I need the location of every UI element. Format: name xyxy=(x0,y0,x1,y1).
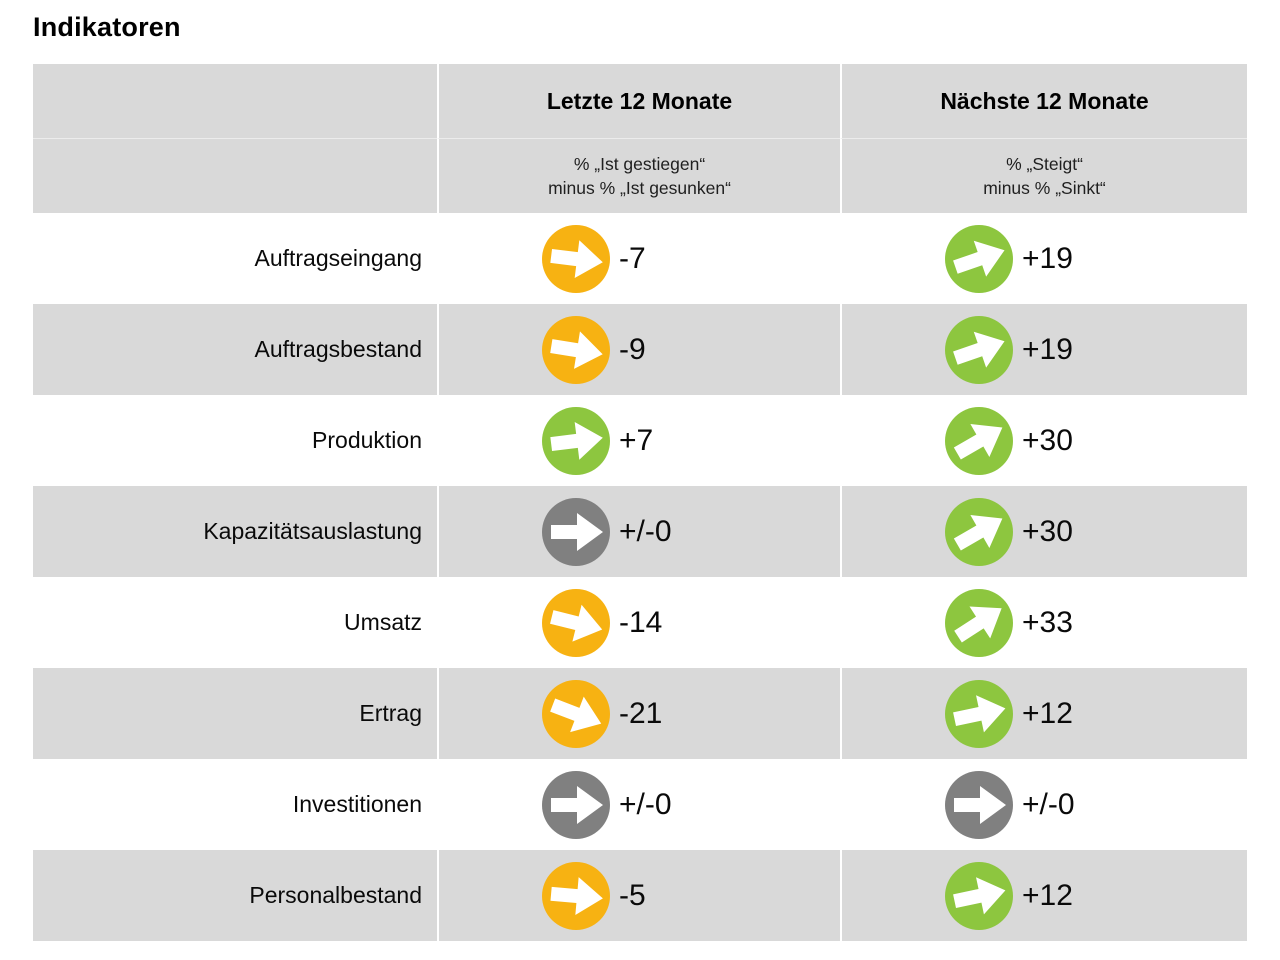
table-subheader-row: % „Ist gestiegen“ minus % „Ist gesunken“… xyxy=(33,139,1247,213)
trend-arrow-icon xyxy=(945,497,1013,566)
table-row: Investitionen +/-0 +/-0 xyxy=(33,759,1247,850)
last-12-months-value: +/-0 xyxy=(619,787,672,821)
last-12-months-cell: -7 xyxy=(437,213,840,304)
last-12-months-value: -5 xyxy=(619,878,646,912)
last-12-months-cell: -21 xyxy=(437,668,840,759)
trend-arrow-icon xyxy=(542,224,610,293)
table-row: Auftragsbestand -9 +19 xyxy=(33,304,1247,395)
next-12-months-value: +33 xyxy=(1022,605,1073,639)
subheader-line-1: % „Steigt“ xyxy=(1006,153,1083,174)
trend-arrow-icon xyxy=(945,770,1013,839)
trend-arrow-icon xyxy=(945,406,1013,475)
trend-arrow-icon xyxy=(542,588,610,657)
indicators-table: Letzte 12 Monate Nächste 12 Monate % „Is… xyxy=(33,64,1247,941)
table-body: Auftragseingang -7 +19 Auftragsbestand -… xyxy=(33,213,1247,941)
page-title: Indikatoren xyxy=(33,12,181,42)
next-12-months-value: +12 xyxy=(1022,878,1073,912)
row-label: Auftragseingang xyxy=(33,213,437,304)
table-row: Kapazitätsauslastung +/-0 +30 xyxy=(33,486,1247,577)
trend-arrow-icon xyxy=(542,861,610,930)
next-12-months-value: +12 xyxy=(1022,696,1073,730)
table-row: Umsatz -14 +33 xyxy=(33,577,1247,668)
next-12-months-cell: +19 xyxy=(840,213,1247,304)
table-row: Produktion +7 +30 xyxy=(33,395,1247,486)
subheader-line-2: minus % „Ist gesunken“ xyxy=(548,178,731,198)
next-12-months-value: +/-0 xyxy=(1022,787,1075,821)
row-label: Ertrag xyxy=(33,668,437,759)
trend-arrow-icon xyxy=(945,588,1013,657)
table-row: Auftragseingang -7 +19 xyxy=(33,213,1247,304)
next-12-months-value: +30 xyxy=(1022,423,1073,457)
last-12-months-cell: -14 xyxy=(437,577,840,668)
next-12-months-cell: +19 xyxy=(840,304,1247,395)
last-12-months-cell: +/-0 xyxy=(437,486,840,577)
last-12-months-value: -14 xyxy=(619,605,663,639)
subheader-empty-cell xyxy=(33,139,437,213)
row-label: Umsatz xyxy=(33,577,437,668)
table-row: Personalbestand -5 +12 xyxy=(33,850,1247,941)
row-label: Personalbestand xyxy=(33,850,437,941)
trend-arrow-icon xyxy=(542,406,610,475)
last-12-months-cell: +/-0 xyxy=(437,759,840,850)
column-header-last-12-months: Letzte 12 Monate xyxy=(437,64,840,139)
trend-arrow-icon xyxy=(542,679,610,748)
trend-arrow-icon xyxy=(542,497,610,566)
trend-arrow-icon xyxy=(945,224,1013,293)
row-label: Auftragsbestand xyxy=(33,304,437,395)
last-12-months-value: -9 xyxy=(619,332,646,366)
row-label: Produktion xyxy=(33,395,437,486)
last-12-months-value: -21 xyxy=(619,696,663,730)
trend-arrow-icon xyxy=(945,861,1013,930)
last-12-months-value: +/-0 xyxy=(619,514,672,548)
last-12-months-cell: -9 xyxy=(437,304,840,395)
column-header-next-12-months: Nächste 12 Monate xyxy=(840,64,1247,139)
next-12-months-value: +30 xyxy=(1022,514,1073,548)
next-12-months-cell: +30 xyxy=(840,486,1247,577)
column-subheader-next-12-months: % „Steigt“ minus % „Sinkt“ xyxy=(840,139,1247,213)
column-subheader-last-12-months: % „Ist gestiegen“ minus % „Ist gesunken“ xyxy=(437,139,840,213)
table-row: Ertrag -21 +12 xyxy=(33,668,1247,759)
header-empty-cell xyxy=(33,64,437,139)
next-12-months-cell: +/-0 xyxy=(840,759,1247,850)
row-label: Kapazitätsauslastung xyxy=(33,486,437,577)
next-12-months-cell: +12 xyxy=(840,850,1247,941)
trend-arrow-icon xyxy=(542,770,610,839)
last-12-months-value: +7 xyxy=(619,423,654,457)
next-12-months-cell: +12 xyxy=(840,668,1247,759)
trend-arrow-icon xyxy=(945,679,1013,748)
trend-arrow-icon xyxy=(542,315,610,384)
next-12-months-value: +19 xyxy=(1022,241,1073,275)
last-12-months-value: -7 xyxy=(619,241,646,275)
next-12-months-cell: +30 xyxy=(840,395,1247,486)
row-label: Investitionen xyxy=(33,759,437,850)
trend-arrow-icon xyxy=(945,315,1013,384)
next-12-months-cell: +33 xyxy=(840,577,1247,668)
last-12-months-cell: -5 xyxy=(437,850,840,941)
last-12-months-cell: +7 xyxy=(437,395,840,486)
next-12-months-value: +19 xyxy=(1022,332,1073,366)
subheader-line-2: minus % „Sinkt“ xyxy=(983,178,1106,198)
table-header-row: Letzte 12 Monate Nächste 12 Monate xyxy=(33,64,1247,139)
subheader-line-1: % „Ist gestiegen“ xyxy=(573,153,706,174)
